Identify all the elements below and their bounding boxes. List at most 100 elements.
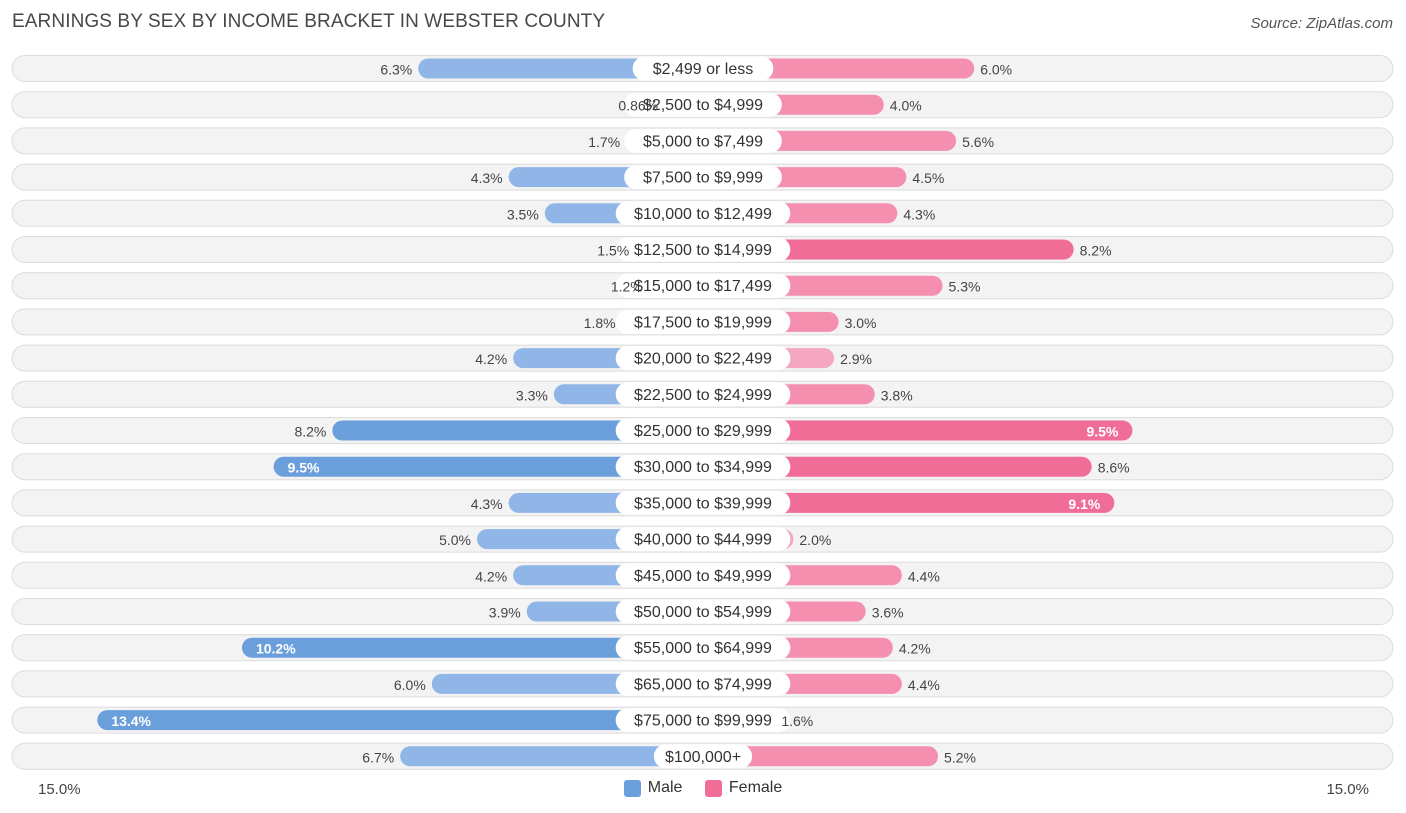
category-label-pill	[615, 273, 791, 298]
category-label: $100,000+	[665, 749, 741, 766]
category-label: $50,000 to $54,999	[634, 604, 772, 621]
female-value-label: 5.6%	[962, 134, 994, 150]
category-label-pill	[615, 599, 791, 624]
legend: Male Female	[0, 779, 1406, 802]
female-bar	[693, 456, 1092, 477]
female-value-label: 5.3%	[949, 279, 981, 295]
chart-canvas: $2,499 or less 6.3% 6.0% $2,500 to $4,9990.…	[11, 55, 1394, 770]
female-value-label: 3.0%	[845, 315, 877, 331]
category-label: $55,000 to $64,999	[634, 640, 772, 657]
female-value-label: 8.2%	[1080, 243, 1112, 259]
category-label: $15,000 to $17,499	[634, 278, 772, 295]
male-value-label: 4.2%	[475, 568, 507, 584]
category-label: $7,500 to $9,999	[643, 170, 763, 187]
legend-swatch-female	[704, 779, 722, 797]
category-label-pill	[615, 671, 791, 696]
male-value-label: 0.86%	[618, 98, 658, 114]
category-label-pill	[615, 309, 791, 334]
category-label: $17,500 to $19,999	[634, 314, 772, 331]
male-value-label: 4.2%	[475, 351, 507, 367]
category-label-pill	[653, 744, 753, 769]
male-value-label: 5.0%	[439, 532, 471, 548]
category-label: $2,499 or less	[653, 61, 754, 78]
category-label-pill	[615, 490, 791, 515]
category-label-pill	[615, 418, 791, 443]
female-bar	[693, 420, 1133, 441]
axis-label-right: 15.0%	[1326, 781, 1369, 798]
category-label: $25,000 to $29,999	[634, 423, 772, 440]
legend-label-female: Female	[728, 779, 783, 796]
female-value-label: 3.8%	[881, 387, 913, 403]
female-bar	[693, 746, 939, 767]
male-bar	[241, 637, 713, 658]
female-value-label: 9.5%	[1086, 424, 1118, 440]
category-label: $10,000 to $12,499	[634, 206, 772, 223]
category-label-pill	[615, 346, 791, 371]
category-label-pill	[624, 128, 782, 153]
male-value-label: 1.8%	[584, 315, 616, 331]
category-label-pill	[615, 527, 791, 552]
female-value-label: 5.2%	[944, 749, 976, 765]
male-value-label: 8.2%	[294, 424, 326, 440]
category-label: $65,000 to $74,999	[634, 676, 772, 693]
female-value-label: 9.1%	[1068, 496, 1100, 512]
male-value-label: 6.7%	[362, 749, 394, 765]
male-value-label: 4.3%	[471, 170, 503, 186]
category-label: $35,000 to $39,999	[634, 495, 772, 512]
category-label: $5,000 to $7,499	[643, 133, 763, 150]
category-label-pill	[624, 92, 782, 117]
category-label-pill	[615, 708, 791, 733]
female-value-label: 8.6%	[1098, 460, 1130, 476]
source-label: Source: ZipAtlas.com	[1250, 15, 1393, 32]
male-bar	[273, 456, 713, 477]
female-value-label: 4.0%	[890, 98, 922, 114]
legend-item-male[interactable]: Male	[623, 779, 683, 797]
male-value-label: 3.5%	[507, 206, 539, 222]
female-value-label: 1.6%	[781, 713, 813, 729]
male-bar	[97, 710, 713, 731]
male-value-label: 9.5%	[288, 460, 320, 476]
male-value-label: 6.0%	[394, 677, 426, 693]
category-label-pill	[615, 237, 791, 262]
legend-label-male: Male	[647, 779, 683, 796]
female-value-label: 2.9%	[840, 351, 872, 367]
male-value-label: 10.2%	[256, 641, 296, 657]
male-value-label: 3.9%	[489, 605, 521, 621]
category-label: $45,000 to $49,999	[634, 568, 772, 585]
legend-swatch-male	[623, 779, 641, 797]
male-value-label: 1.7%	[588, 134, 620, 150]
female-value-label: 6.0%	[980, 62, 1012, 78]
male-value-label: 13.4%	[111, 713, 151, 729]
male-bar	[400, 746, 713, 767]
female-value-label: 4.2%	[899, 641, 931, 657]
female-value-label: 4.4%	[908, 677, 940, 693]
male-value-label: 1.5%	[597, 243, 629, 259]
category-label: $40,000 to $44,999	[634, 532, 772, 549]
legend-item-female[interactable]: Female	[704, 779, 783, 797]
male-value-label: 1.2%	[611, 279, 643, 295]
category-label-pill	[615, 563, 791, 588]
category-label-pill	[624, 165, 782, 190]
female-bar	[693, 492, 1115, 513]
category-label: $2,500 to $4,999	[643, 97, 763, 114]
male-value-label: 3.3%	[516, 387, 548, 403]
category-label: $22,500 to $24,999	[634, 387, 772, 404]
male-value-label: 4.3%	[471, 496, 503, 512]
category-label-pill	[632, 56, 774, 81]
category-label: $20,000 to $22,499	[634, 351, 772, 368]
category-label-pill	[615, 382, 791, 407]
female-value-label: 2.0%	[799, 532, 831, 548]
category-label-pill	[615, 635, 791, 660]
axis-label-left: 15.0%	[38, 781, 81, 798]
female-value-label: 4.4%	[908, 568, 940, 584]
category-label-pill	[615, 454, 791, 479]
female-value-label: 4.5%	[912, 170, 944, 186]
category-label: $12,500 to $14,999	[634, 242, 772, 259]
category-label: $30,000 to $34,999	[634, 459, 772, 476]
female-value-label: 3.6%	[872, 605, 904, 621]
chart-title: EARNINGS BY SEX BY INCOME BRACKET IN WEB…	[12, 11, 606, 32]
category-label: $75,000 to $99,999	[634, 713, 772, 730]
female-value-label: 4.3%	[903, 206, 935, 222]
category-label-pill	[615, 201, 791, 226]
male-value-label: 6.3%	[380, 62, 412, 78]
